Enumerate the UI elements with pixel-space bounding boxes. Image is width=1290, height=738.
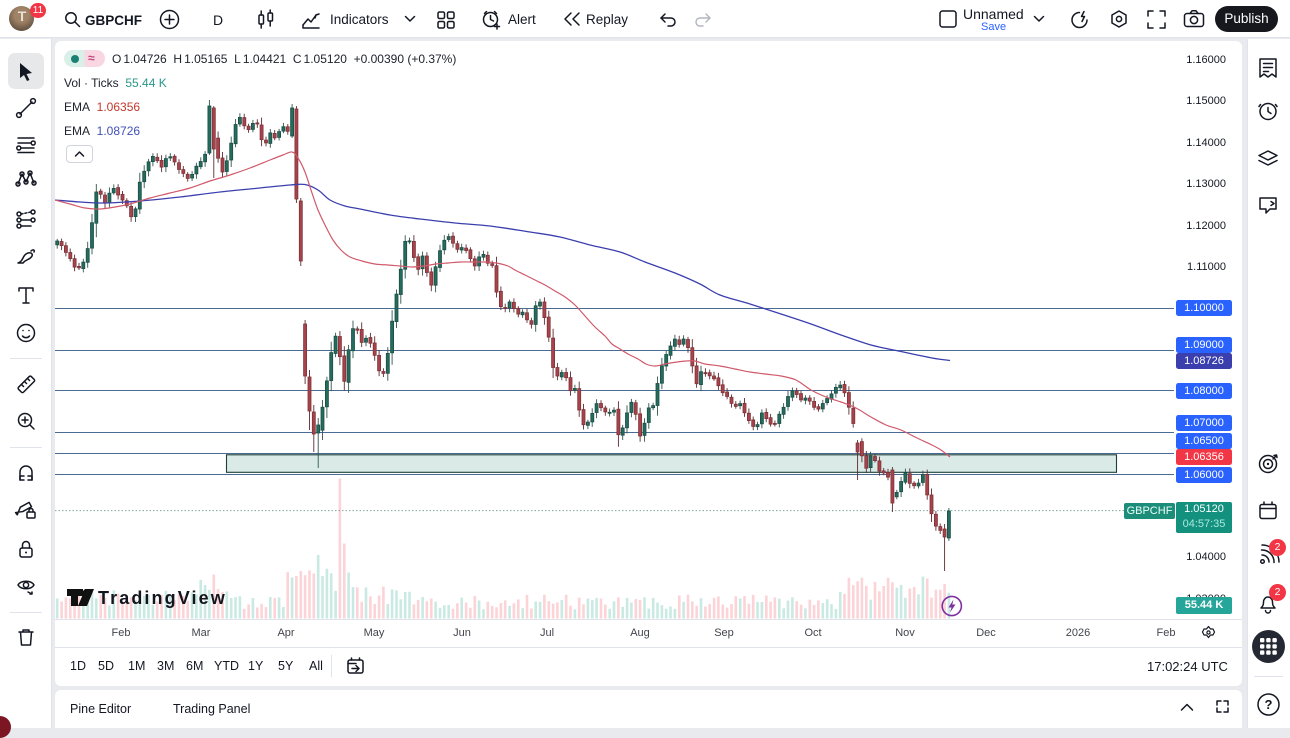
svg-text:?: ? (1265, 697, 1273, 712)
svg-text:TradingView: TradingView (98, 588, 227, 608)
